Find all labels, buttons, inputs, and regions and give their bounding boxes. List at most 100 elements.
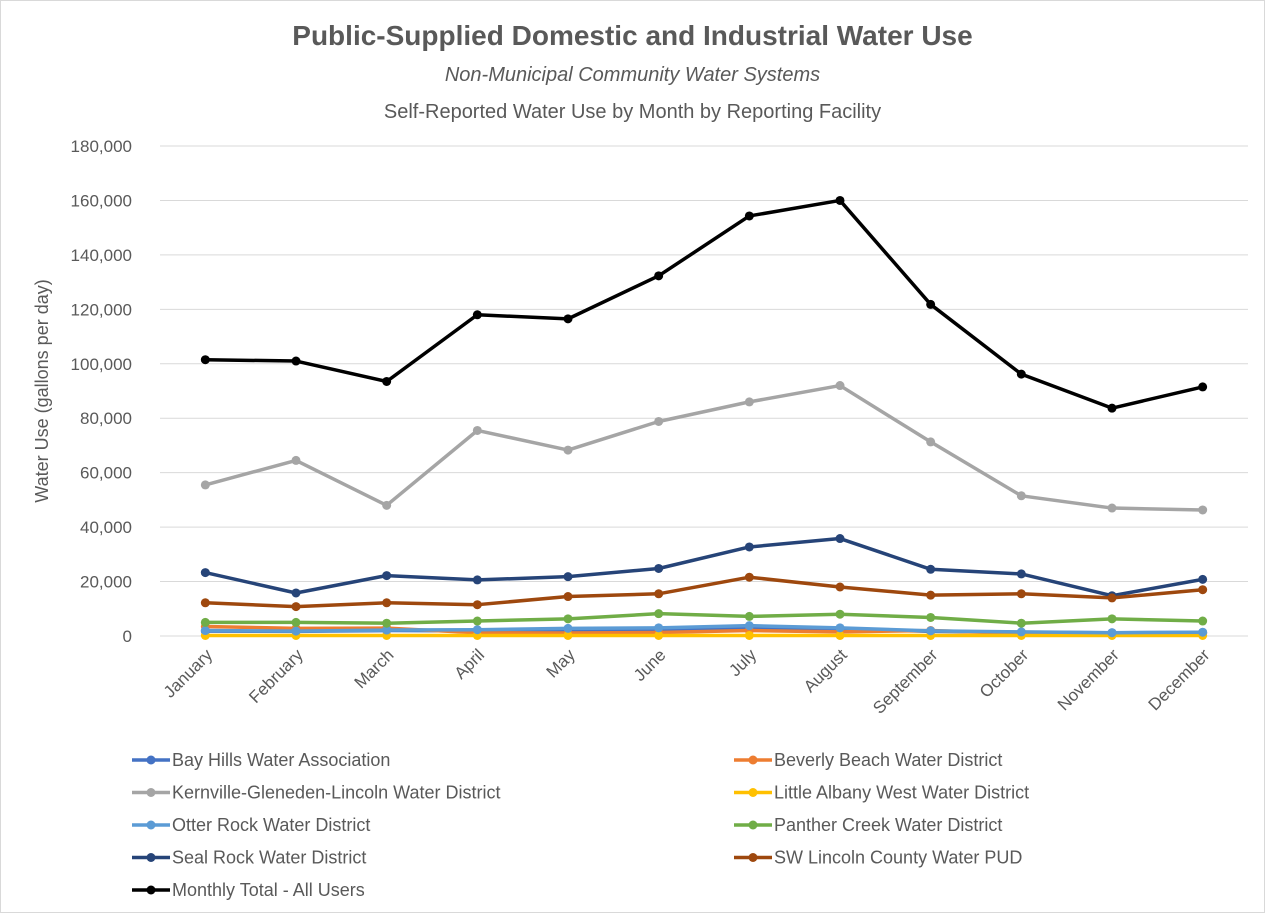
data-point: [926, 299, 936, 309]
data-point: [563, 314, 573, 324]
legend-label: Seal Rock Water District: [172, 848, 366, 868]
data-point: [1198, 627, 1208, 637]
data-point: [1107, 614, 1117, 624]
legend-item: Bay Hills Water Association: [132, 750, 390, 770]
y-tick-label: 180,000: [71, 137, 132, 156]
data-point: [1107, 593, 1117, 603]
data-point: [382, 625, 392, 635]
data-point: [1107, 403, 1117, 413]
legend-swatch-marker: [146, 853, 156, 862]
x-tick-label: October: [976, 645, 1032, 701]
data-point: [744, 621, 754, 631]
x-tick-label: April: [451, 645, 488, 682]
data-point: [200, 598, 210, 608]
data-point: [1016, 369, 1026, 379]
data-point: [926, 590, 936, 600]
legend-label: Otter Rock Water District: [172, 815, 370, 835]
legend-swatch-marker: [748, 755, 758, 765]
y-tick-label: 60,000: [80, 464, 132, 483]
data-point: [472, 425, 482, 435]
x-axis-ticks: January February March April May June July Augu…: [160, 645, 1214, 718]
data-point: [654, 589, 664, 599]
data-point: [654, 630, 664, 640]
series: [200, 381, 1208, 515]
legend-swatch-marker: [146, 788, 156, 797]
data-point: [835, 623, 845, 633]
data-point: [200, 480, 210, 490]
data-point: [291, 455, 301, 465]
x-tick-label: May: [543, 645, 579, 681]
chart-subtitle: Non-Municipal Community Water Systems: [444, 64, 821, 86]
data-point: [200, 626, 210, 636]
data-point: [563, 614, 573, 624]
data-point: [835, 630, 845, 640]
data-point: [1016, 491, 1026, 501]
x-tick-label: August: [800, 645, 851, 696]
data-point: [1198, 505, 1208, 515]
legend: Bay Hills Water Association Beverly Beach…: [132, 750, 1029, 900]
data-point: [654, 271, 664, 281]
series-line: [203, 611, 1205, 625]
data-point: [744, 572, 754, 582]
data-point: [835, 381, 845, 391]
data-point: [291, 626, 301, 636]
data-point: [1107, 628, 1117, 638]
data-point: [382, 618, 392, 628]
data-point: [1198, 382, 1208, 392]
x-tick-label: March: [351, 645, 398, 692]
data-point: [200, 617, 210, 627]
legend-swatch-marker: [146, 885, 156, 895]
series: [200, 609, 1208, 628]
data-point: [1198, 585, 1208, 595]
x-tick-label: November: [1054, 645, 1123, 714]
data-point: [1016, 569, 1026, 579]
data-point: [563, 630, 573, 640]
data-point: [654, 609, 664, 619]
legend-label: Monthly Total - All Users: [172, 880, 365, 900]
data-point: [382, 598, 392, 608]
data-point: [472, 616, 482, 626]
legend-swatch-marker: [146, 820, 156, 830]
series: [200, 195, 1208, 413]
data-point: [200, 355, 210, 365]
data-point: [1016, 627, 1026, 637]
data-point: [1107, 503, 1117, 513]
series-line: [203, 198, 1205, 410]
data-point: [1198, 616, 1208, 626]
data-point: [472, 625, 482, 635]
series-lines: [200, 195, 1208, 640]
data-point: [654, 563, 664, 573]
data-point: [1016, 618, 1026, 628]
x-tick-label: December: [1145, 645, 1214, 714]
data-point: [926, 612, 936, 622]
data-point: [744, 630, 754, 640]
legend-label: Kernville-Gleneden-Lincoln Water Distric…: [172, 783, 500, 803]
series: [200, 572, 1208, 612]
x-tick-label: February: [245, 645, 307, 707]
data-point: [472, 575, 482, 585]
x-tick-label: June: [630, 645, 670, 685]
y-axis-label: Water Use (gallons per day): [32, 279, 52, 502]
legend-item: Seal Rock Water District: [132, 848, 366, 868]
legend-swatch-marker: [748, 820, 758, 830]
data-point: [563, 623, 573, 633]
y-tick-label: 140,000: [71, 246, 132, 265]
legend-swatch-marker: [748, 788, 758, 797]
legend-swatch-marker: [748, 853, 758, 862]
series-line: [203, 383, 1205, 512]
data-point: [472, 600, 482, 610]
series: [200, 534, 1208, 601]
data-point: [835, 195, 845, 205]
data-point: [563, 572, 573, 582]
data-point: [291, 617, 301, 627]
y-tick-label: 100,000: [71, 355, 132, 374]
legend-item: Panther Creek Water District: [734, 815, 1002, 835]
y-tick-label: 160,000: [71, 191, 132, 210]
data-point: [744, 611, 754, 621]
data-point: [744, 397, 754, 407]
x-tick-label: July: [725, 645, 760, 680]
y-tick-label: 40,000: [80, 518, 132, 537]
series-line: [203, 623, 1205, 635]
x-tick-label: September: [869, 645, 941, 717]
